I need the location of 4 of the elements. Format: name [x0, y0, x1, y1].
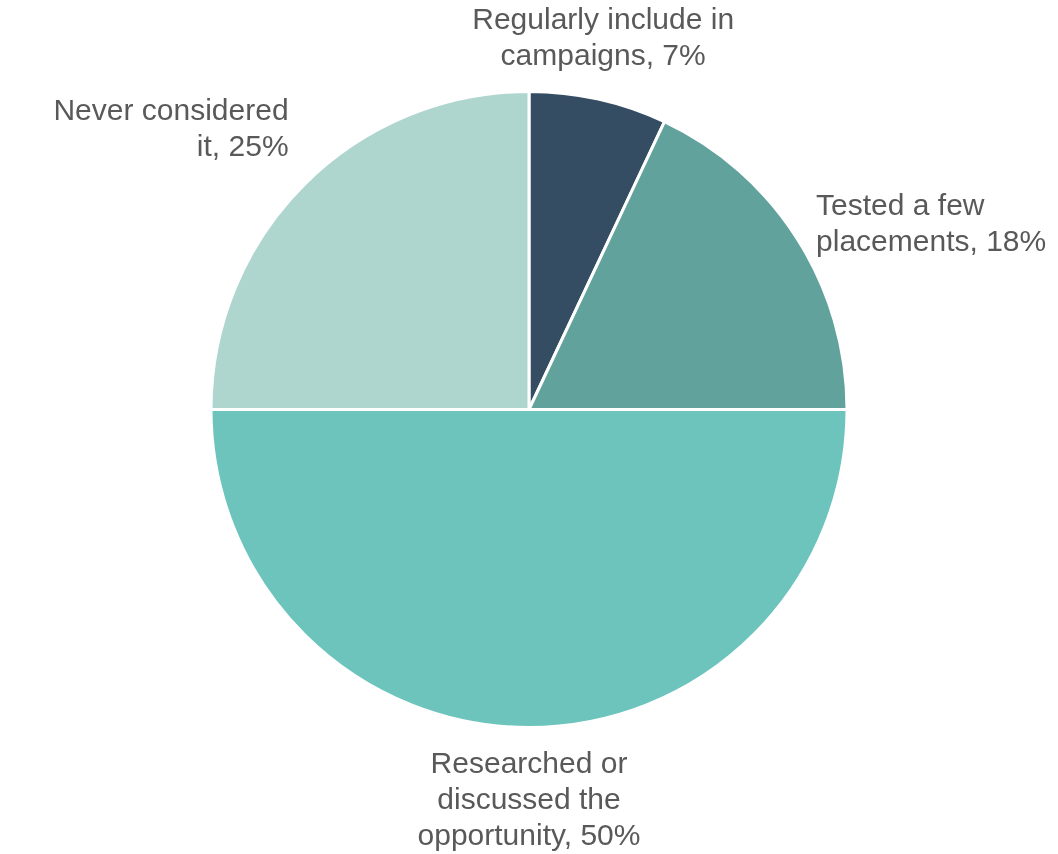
slice-label: Tested a few placements, 18% [816, 187, 1047, 257]
slice-label: Never considered it, 25% [53, 93, 289, 163]
slice-label: Researched or discussed the opportunity, 50% [417, 745, 641, 851]
slice-label: Regularly include in campaigns, 7% [472, 1, 735, 71]
